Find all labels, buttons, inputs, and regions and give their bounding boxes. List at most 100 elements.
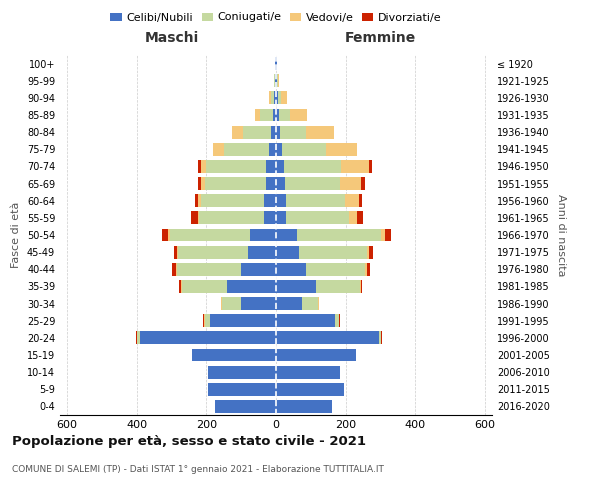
Bar [357, 212, 363, 224]
Bar [370, 246, 373, 258]
Bar [140, 332, 276, 344]
Bar [199, 194, 201, 207]
Bar [276, 108, 280, 122]
Bar [272, 108, 276, 122]
Bar [367, 263, 370, 276]
Bar [380, 228, 385, 241]
Bar [365, 263, 367, 276]
Bar [168, 228, 170, 241]
Bar [276, 246, 299, 258]
Bar [278, 92, 281, 104]
Bar [248, 246, 276, 258]
Bar [276, 383, 344, 396]
Bar [269, 143, 276, 156]
Bar [316, 280, 359, 293]
Bar [255, 108, 260, 122]
Bar [305, 263, 365, 276]
Bar [276, 263, 305, 276]
Bar [197, 212, 199, 224]
Bar [178, 246, 248, 258]
Bar [176, 263, 177, 276]
Bar [276, 212, 286, 224]
Bar [367, 246, 370, 258]
Bar [276, 74, 277, 87]
Bar [266, 177, 276, 190]
Bar [266, 160, 276, 173]
Bar [205, 314, 210, 327]
Bar [269, 92, 271, 104]
Bar [201, 194, 264, 207]
Bar [326, 143, 357, 156]
Bar [271, 126, 276, 138]
Bar [281, 92, 287, 104]
Bar [199, 212, 264, 224]
Bar [276, 228, 297, 241]
Bar [227, 280, 276, 293]
Bar [241, 263, 276, 276]
Bar [241, 297, 276, 310]
Bar [276, 280, 316, 293]
Bar [302, 297, 318, 310]
Bar [385, 228, 391, 241]
Text: Popolazione per età, sesso e stato civile - 2021: Popolazione per età, sesso e stato civil… [12, 435, 366, 448]
Bar [179, 280, 181, 293]
Bar [280, 108, 290, 122]
Bar [206, 160, 266, 173]
Bar [224, 143, 269, 156]
Bar [285, 177, 340, 190]
Bar [195, 194, 199, 207]
Bar [264, 194, 276, 207]
Bar [276, 314, 335, 327]
Bar [299, 246, 367, 258]
Bar [369, 160, 372, 173]
Bar [276, 297, 302, 310]
Bar [361, 280, 362, 293]
Bar [297, 228, 380, 241]
Bar [271, 92, 274, 104]
Bar [208, 366, 276, 378]
Text: Femmine: Femmine [345, 30, 416, 44]
Bar [182, 280, 227, 293]
Bar [359, 280, 361, 293]
Bar [276, 194, 286, 207]
Bar [274, 74, 275, 87]
Bar [379, 332, 380, 344]
Bar [349, 212, 357, 224]
Bar [208, 383, 276, 396]
Bar [276, 177, 285, 190]
Bar [276, 348, 356, 362]
Bar [199, 177, 201, 190]
Bar [181, 280, 182, 293]
Bar [274, 92, 276, 104]
Bar [221, 297, 222, 310]
Bar [286, 212, 349, 224]
Bar [276, 160, 284, 173]
Bar [170, 228, 250, 241]
Bar [275, 57, 276, 70]
Bar [276, 126, 280, 138]
Bar [260, 108, 272, 122]
Bar [203, 314, 204, 327]
Bar [277, 74, 278, 87]
Bar [339, 314, 340, 327]
Y-axis label: Anni di nascita: Anni di nascita [556, 194, 566, 276]
Bar [307, 126, 334, 138]
Bar [204, 314, 205, 327]
Bar [222, 297, 241, 310]
Bar [276, 143, 282, 156]
Text: COMUNE DI SALEMI (TP) - Dati ISTAT 1° gennaio 2021 - Elaborazione TUTTITALIA.IT: COMUNE DI SALEMI (TP) - Dati ISTAT 1° ge… [12, 465, 384, 474]
Bar [137, 332, 140, 344]
Bar [250, 228, 276, 241]
Bar [201, 160, 206, 173]
Bar [276, 92, 278, 104]
Bar [191, 212, 197, 224]
Bar [280, 126, 307, 138]
Bar [278, 74, 279, 87]
Bar [276, 57, 277, 70]
Bar [286, 194, 345, 207]
Bar [210, 314, 276, 327]
Bar [340, 177, 361, 190]
Bar [193, 348, 276, 362]
Bar [174, 246, 178, 258]
Bar [341, 160, 369, 173]
